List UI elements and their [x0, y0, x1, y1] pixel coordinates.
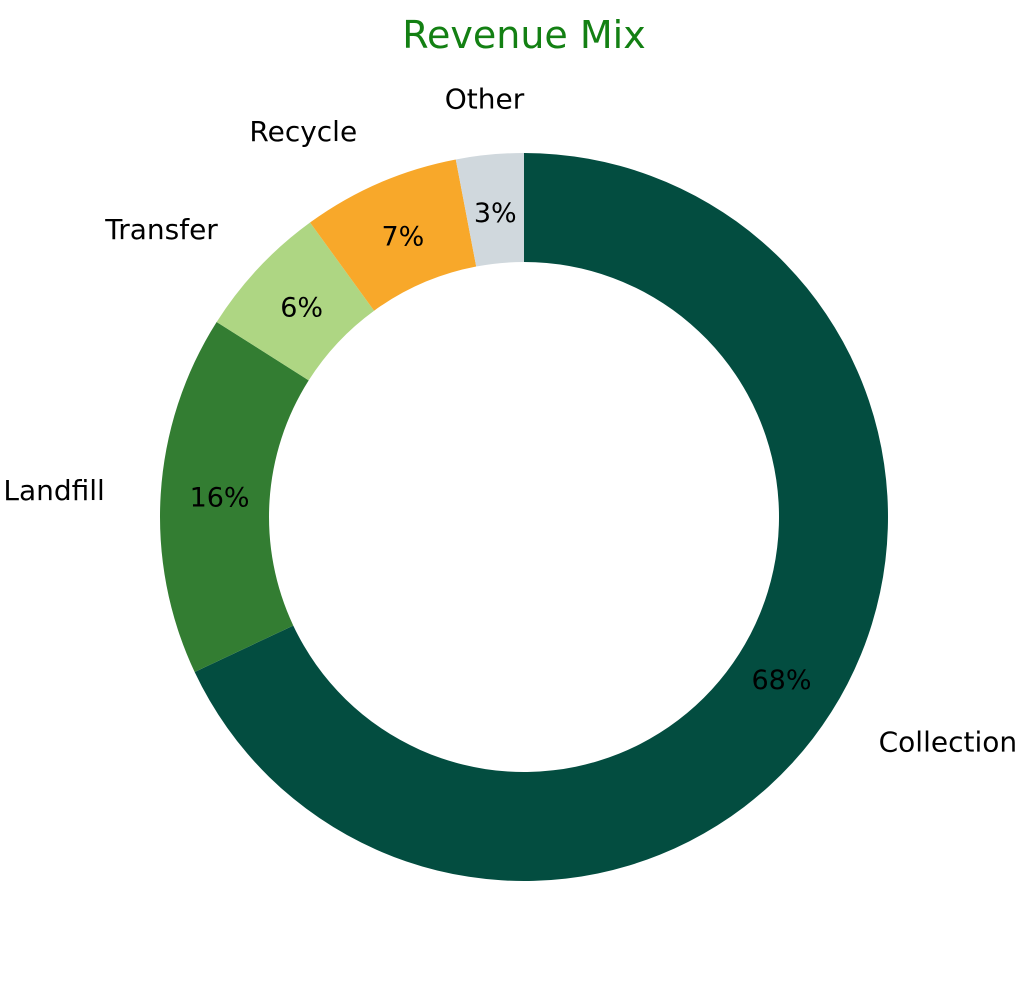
slice-label-landfill: Landfill — [3, 474, 104, 507]
chart-title: Revenue Mix — [402, 13, 645, 57]
slice-other — [455, 153, 524, 267]
percent-label-landfill: 16% — [190, 482, 250, 513]
slice-label-collection: Collection — [879, 726, 1018, 759]
slice-label-other: Other — [445, 82, 525, 115]
slice-recycle — [310, 159, 477, 311]
slice-transfer — [216, 222, 375, 381]
percent-label-other: 3% — [474, 198, 517, 229]
donut-slices — [159, 153, 888, 881]
slice-collection — [194, 153, 888, 881]
slice-label-recycle: Recycle — [249, 115, 357, 148]
percent-labels: 68% 16% 6% 7% 3% — [190, 198, 812, 696]
percent-label-recycle: 7% — [381, 222, 424, 253]
percent-label-transfer: 6% — [280, 293, 323, 324]
slice-label-transfer: Transfer — [104, 213, 218, 246]
percent-label-collection: 68% — [752, 665, 812, 696]
slice-landfill — [159, 321, 309, 672]
slice-labels: Collection Landfill Transfer Recycle Other — [3, 82, 1017, 758]
